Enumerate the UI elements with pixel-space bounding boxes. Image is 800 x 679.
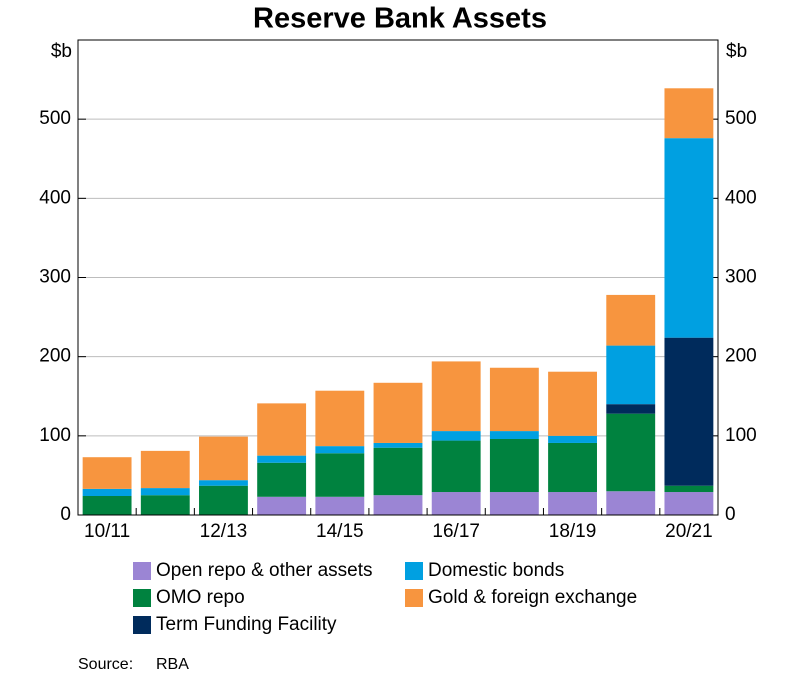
bar-segment bbox=[82, 496, 132, 515]
bar-segment bbox=[373, 442, 423, 448]
legend-label: Open repo & other assets bbox=[156, 560, 373, 581]
bar-segment bbox=[140, 488, 190, 496]
bar-segment bbox=[431, 440, 481, 493]
y-tick-label: 300 bbox=[39, 267, 71, 288]
bar-segment bbox=[315, 390, 365, 447]
bar-segment bbox=[489, 439, 539, 493]
bar-segment bbox=[606, 404, 656, 414]
y-unit: $b bbox=[51, 41, 72, 62]
bar-segment bbox=[664, 485, 714, 493]
bar-segment bbox=[257, 496, 307, 515]
bar-segment bbox=[606, 294, 656, 346]
source: RBA bbox=[156, 656, 189, 673]
bar-segment bbox=[199, 485, 248, 515]
bar-segment bbox=[373, 382, 423, 443]
bar-segment bbox=[606, 491, 656, 515]
legend-label: Gold & foreign exchange bbox=[428, 587, 637, 608]
y2-tick-label: 200 bbox=[725, 346, 757, 367]
bar-segment bbox=[431, 431, 481, 441]
legend-swatch bbox=[405, 589, 423, 607]
x-tick-label: 10/11 bbox=[84, 521, 130, 542]
y-tick-label: 500 bbox=[39, 108, 71, 129]
bar-segment bbox=[199, 480, 248, 486]
y2-tick-label: 300 bbox=[725, 267, 757, 288]
y-tick-label: 200 bbox=[39, 346, 71, 367]
plot-frame bbox=[77, 39, 719, 516]
bar-segment bbox=[199, 436, 248, 481]
y2-tick-label: 400 bbox=[725, 187, 757, 208]
bar-segment bbox=[257, 462, 307, 497]
x-tick-label: 18/19 bbox=[549, 521, 597, 542]
y-tick-label: 400 bbox=[39, 187, 71, 208]
legend-swatch bbox=[133, 562, 151, 580]
bar-segment bbox=[664, 88, 714, 139]
bar-segment bbox=[431, 361, 481, 432]
bar-segment bbox=[373, 447, 423, 496]
bar-segment bbox=[664, 337, 714, 486]
y2-tick-label: 0 bbox=[725, 504, 736, 525]
y2-tick-label: 500 bbox=[725, 108, 757, 129]
legend-label: Term Funding Facility bbox=[156, 614, 337, 635]
bar-segment bbox=[315, 446, 365, 454]
source-label: Source: bbox=[78, 656, 133, 673]
y-tick-label: 100 bbox=[39, 425, 71, 446]
x-tick-label: 20/21 bbox=[665, 521, 713, 542]
y2-unit: $b bbox=[726, 41, 747, 62]
y-tick-label: 0 bbox=[60, 504, 71, 525]
chart-title: Reserve Bank Assets bbox=[253, 3, 547, 35]
bar-segment bbox=[431, 492, 481, 515]
bar-segment bbox=[315, 496, 365, 515]
bar-segment bbox=[548, 492, 597, 515]
bar-segment bbox=[257, 403, 307, 456]
bar-segment bbox=[82, 457, 132, 489]
bar-segment bbox=[489, 431, 539, 439]
x-tick-label: 14/15 bbox=[316, 521, 364, 542]
legend-swatch bbox=[133, 589, 151, 607]
y2-tick-label: 100 bbox=[725, 425, 757, 446]
bar-segment bbox=[548, 371, 597, 436]
bar-segment bbox=[257, 455, 307, 463]
legend-swatch bbox=[133, 616, 151, 634]
x-tick-label: 16/17 bbox=[432, 521, 480, 542]
bar-segment bbox=[373, 495, 423, 515]
bar-segment bbox=[606, 413, 656, 492]
bar-segment bbox=[548, 435, 597, 443]
bar-segment bbox=[606, 345, 656, 405]
bar-segment bbox=[548, 442, 597, 493]
bar-segment bbox=[82, 488, 132, 496]
legend-label: Domestic bonds bbox=[428, 560, 564, 581]
x-tick-label: 12/13 bbox=[200, 521, 248, 542]
bar-segment bbox=[140, 450, 190, 489]
bar-segment bbox=[664, 492, 714, 515]
bar-segment bbox=[489, 492, 539, 515]
bar-segment bbox=[315, 453, 365, 497]
bar-segment bbox=[489, 367, 539, 432]
legend-label: OMO repo bbox=[156, 587, 245, 608]
bar-segment bbox=[664, 138, 714, 338]
legend-swatch bbox=[405, 562, 423, 580]
bar-segment bbox=[140, 495, 190, 515]
